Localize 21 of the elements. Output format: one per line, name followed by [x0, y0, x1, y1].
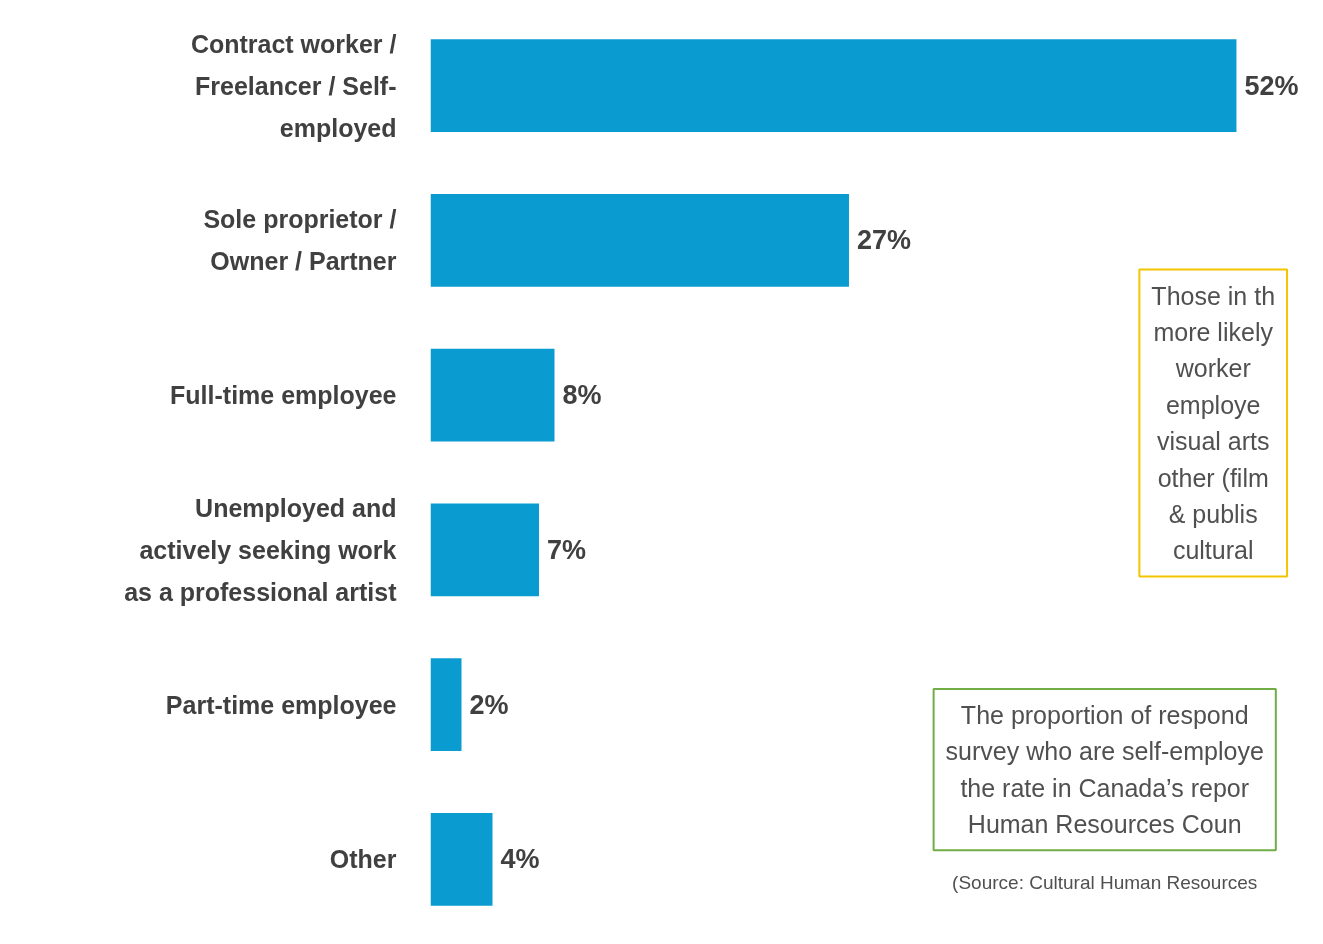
- data-label: 7%: [546, 534, 587, 565]
- data-label: 8%: [562, 380, 602, 411]
- data-label: 27%: [856, 225, 912, 256]
- annotation: The proportion of respond survey who are self-employe the rate in Canada’s repor Human Resources Coun: [945, 701, 1264, 839]
- y-tick-label: Contract worker / Freelancer / Self- employed: [190, 29, 397, 142]
- y-tick-label: Part-time employee: [165, 690, 397, 719]
- data-label: 2%: [469, 689, 509, 720]
- bar: [430, 193, 849, 287]
- bar: [430, 658, 462, 752]
- y-tick-label: Full-time employee: [170, 381, 397, 410]
- annotation: (Source: Cultural Human Resources: [952, 872, 1258, 894]
- bar: [430, 39, 1237, 133]
- annotation: Those in th more likely worker employe visual arts other (film & publis cultural: [1151, 281, 1276, 565]
- bar: [430, 503, 539, 597]
- y-tick-label: Other: [329, 845, 397, 874]
- y-tick-label: Unemployed and actively seeking work as a professional artist: [124, 493, 398, 606]
- data-label: 52%: [1244, 70, 1299, 101]
- bar: [430, 812, 493, 906]
- data-label: 4%: [500, 844, 540, 875]
- y-tick-label: Sole proprietor / Owner / Partner: [203, 205, 397, 276]
- bar: [430, 348, 555, 442]
